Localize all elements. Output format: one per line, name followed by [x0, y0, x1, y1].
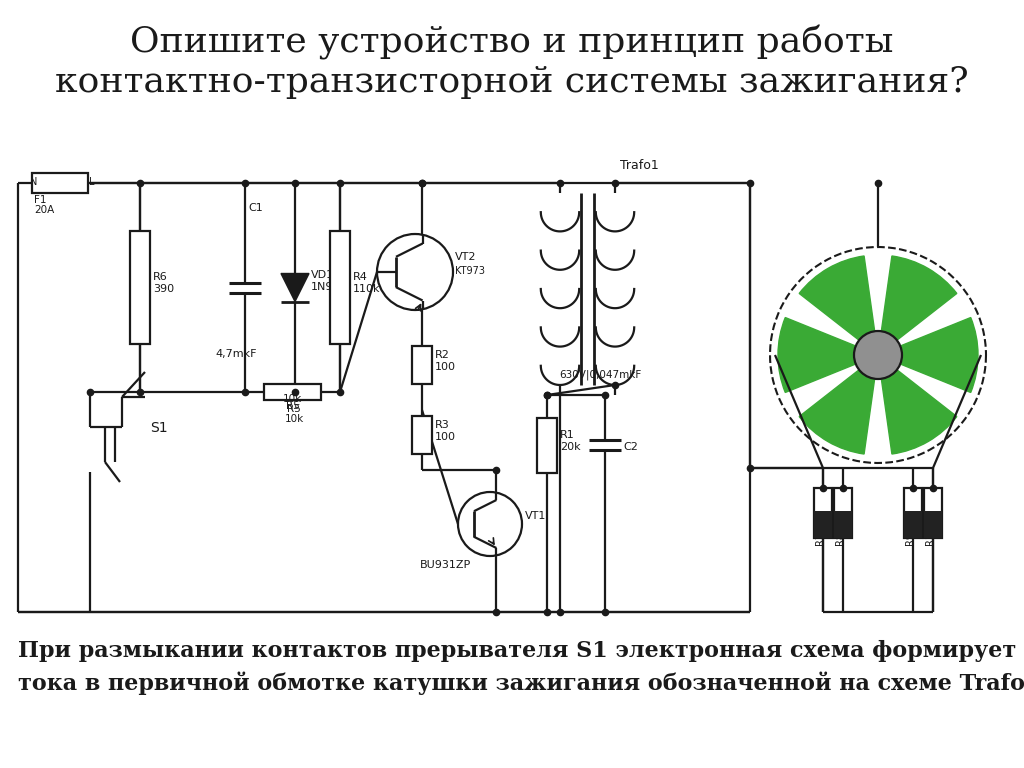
Text: 1N914: 1N914 [311, 282, 347, 292]
Bar [834, 488, 852, 538]
Bar [330, 231, 350, 344]
Text: Опишите устройство и принцип работы: Опишите устройство и принцип работы [130, 25, 894, 59]
Text: R10: R10 [925, 526, 935, 545]
Text: R1: R1 [560, 430, 574, 440]
Text: При размыкании контактов прерывателя S1 электронная схема формирует импульс элек: При размыкании контактов прерывателя S1 … [18, 640, 1024, 662]
Text: KT973: KT973 [455, 266, 485, 276]
Wedge shape [878, 256, 956, 355]
Text: BU931ZP: BU931ZP [420, 560, 471, 570]
Bar [904, 511, 922, 538]
Text: R3: R3 [435, 420, 450, 430]
Text: VD1: VD1 [311, 270, 334, 280]
Bar [814, 488, 831, 538]
Text: R5: R5 [287, 404, 300, 414]
Text: 100: 100 [435, 432, 456, 442]
Text: C2: C2 [623, 442, 638, 452]
Text: F1: F1 [34, 195, 46, 205]
Bar [32, 173, 88, 193]
Text: 10k: 10k [283, 394, 302, 404]
Polygon shape [281, 273, 309, 302]
Bar [814, 511, 831, 538]
Text: R2: R2 [435, 350, 450, 360]
Text: R9: R9 [905, 532, 915, 545]
Text: VT2: VT2 [455, 252, 476, 262]
Text: 20A: 20A [34, 205, 54, 215]
Text: R4: R4 [353, 273, 368, 283]
Text: 390: 390 [153, 284, 174, 294]
Text: контактно-транзисторной системы зажигания?: контактно-транзисторной системы зажигани… [55, 65, 969, 99]
Text: 10k: 10k [285, 414, 304, 424]
Text: 100: 100 [435, 362, 456, 372]
Bar [834, 511, 852, 538]
Bar [904, 488, 922, 538]
Wedge shape [799, 256, 878, 355]
Circle shape [854, 331, 902, 379]
Text: 20k: 20k [560, 442, 581, 452]
Text: 110k: 110k [353, 284, 381, 294]
Text: 630V|0,047mkF: 630V|0,047mkF [559, 369, 641, 379]
Wedge shape [799, 355, 878, 454]
Bar [924, 488, 942, 538]
Bar [537, 418, 557, 472]
Text: L: L [89, 177, 94, 187]
Text: R7: R7 [815, 532, 825, 545]
Bar [412, 346, 432, 384]
Bar [264, 384, 321, 400]
Bar [924, 511, 942, 538]
Text: R6: R6 [153, 273, 168, 283]
Wedge shape [878, 355, 956, 454]
Text: N: N [30, 177, 37, 187]
Bar [130, 231, 150, 344]
Text: R5: R5 [286, 401, 299, 411]
Text: VT1: VT1 [525, 511, 547, 521]
Text: S1: S1 [150, 421, 168, 435]
Text: 4,7mkF: 4,7mkF [215, 349, 256, 359]
Wedge shape [778, 317, 878, 392]
Text: C1: C1 [248, 203, 263, 213]
Text: Trafo1: Trafo1 [620, 159, 658, 172]
Text: R8: R8 [835, 532, 845, 545]
Text: тока в первичной обмотке катушки зажигания обозначенной на схеме Trafo1.: тока в первичной обмотке катушки зажиган… [18, 671, 1024, 695]
Wedge shape [878, 317, 978, 392]
Bar [412, 415, 432, 454]
